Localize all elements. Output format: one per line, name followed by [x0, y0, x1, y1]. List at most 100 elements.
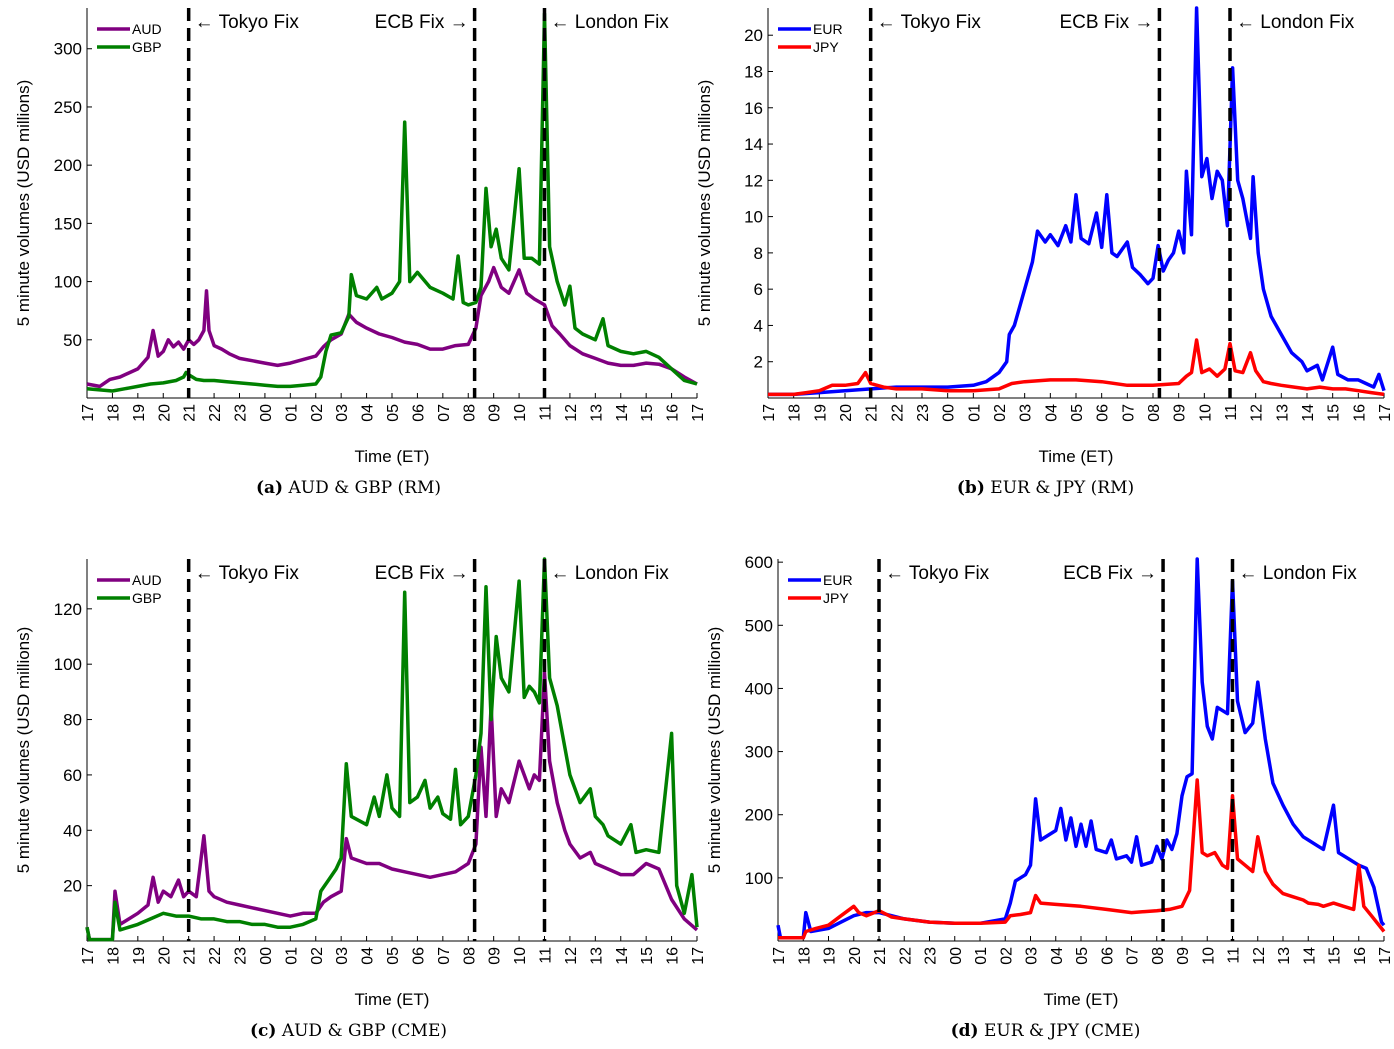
x-tick-label: 22	[207, 404, 224, 422]
x-tick-label: 19	[822, 947, 839, 965]
x-tick-label: 14	[614, 404, 631, 422]
y-tick-label: 12	[744, 171, 763, 190]
x-tick-label: 12	[1251, 947, 1268, 965]
legend-label-jpy: JPY	[823, 590, 849, 606]
fix-label: ← Tokyo Fix	[877, 12, 982, 33]
y-tick-label: 100	[745, 869, 773, 888]
y-tick-label: 50	[63, 331, 82, 350]
x-tick-label: 05	[1074, 947, 1091, 965]
chart-panel-a: 50 100 150 200 250 300 17 18 19 20 21 22 23 00 01 02 03 0…	[0, 0, 707, 520]
x-tick-label: 06	[1095, 404, 1112, 422]
chart-svg-a: 50 100 150 200 250 300 17 18 19 20 21 22 23 00 01 02 03 0…	[14, 8, 707, 466]
y-tick-label: 150	[54, 214, 82, 233]
x-tick-label: 07	[1120, 404, 1137, 422]
x-tick-label: 00	[948, 947, 965, 965]
x-tick-label: 17	[1377, 947, 1394, 965]
x-tick-label: 23	[233, 947, 250, 965]
x-tick-label: 00	[258, 404, 275, 422]
x-tick-label: 11	[538, 947, 555, 964]
y-tick-label: 6	[754, 280, 763, 299]
y-tick-label: 8	[754, 244, 763, 263]
y-tick-label: 80	[63, 711, 82, 730]
x-tick-label: 06	[410, 404, 427, 422]
y-tick-label: 100	[54, 273, 82, 292]
y-tick-label: 14	[744, 135, 763, 154]
x-tick-label: 10	[512, 404, 529, 422]
series-line-eur	[768, 6, 1386, 397]
x-tick-label: 13	[588, 404, 605, 422]
x-tick-label: 15	[639, 947, 656, 965]
chart-svg-d: 100 200 300 400 500 600 17 18 19 20 21 22 23 00 01 02 03…	[705, 553, 1394, 1009]
x-tick-label: 12	[1249, 404, 1266, 422]
x-tick-label: 10	[1200, 947, 1217, 965]
caption-text-a: AUD & GBP (RM)	[288, 478, 442, 498]
legend-label-gbp: GBP	[132, 39, 162, 55]
x-tick-label: 08	[461, 404, 478, 422]
x-tick-label: 16	[1351, 404, 1368, 422]
x-tick-label: 02	[309, 947, 326, 965]
x-tick-label: 17	[761, 404, 778, 422]
x-tick-label: 18	[796, 947, 813, 965]
fix-label: ← London Fix	[551, 563, 670, 584]
y-tick-label: 16	[744, 99, 763, 118]
fix-label: ECB Fix →	[1059, 12, 1153, 33]
fix-label: ← London Fix	[551, 12, 670, 33]
series-line-gbp	[86, 12, 698, 393]
x-tick-label: 17	[690, 404, 707, 422]
x-tick-label: 18	[787, 404, 804, 422]
x-tick-label: 06	[1099, 947, 1116, 965]
fix-label: ECB Fix →	[375, 563, 469, 584]
x-tick-label: 07	[436, 404, 453, 422]
x-tick-label: 09	[487, 404, 504, 422]
x-tick-label: 16	[1352, 947, 1369, 965]
series-line-jpy	[778, 778, 1386, 940]
x-tick-label: 21	[872, 947, 889, 965]
x-tick-label: 15	[1327, 947, 1344, 965]
series-line-gbp	[85, 557, 699, 942]
x-tick-label: 19	[131, 404, 148, 422]
x-tick-label: 10	[1197, 404, 1214, 422]
legend-label-eur: EUR	[813, 21, 843, 37]
x-tick-label: 18	[105, 404, 122, 422]
x-tick-label: 23	[233, 404, 250, 422]
fix-label: ← Tokyo Fix	[195, 563, 300, 584]
x-tick-label: 20	[847, 947, 864, 965]
x-tick-label: 04	[1049, 947, 1066, 965]
fix-label: ← Tokyo Fix	[195, 12, 300, 33]
x-tick-label: 00	[258, 947, 275, 965]
y-tick-label: 60	[63, 766, 82, 785]
x-tick-label: 04	[360, 947, 377, 965]
fix-label: ← London Fix	[1239, 563, 1358, 584]
x-tick-label: 22	[207, 947, 224, 965]
x-tick-label: 10	[512, 947, 529, 965]
fix-label: ← London Fix	[1236, 12, 1355, 33]
x-tick-label: 08	[1146, 404, 1163, 422]
series-line-aud	[85, 670, 699, 942]
x-tick-label: 22	[897, 947, 914, 965]
x-tick-label: 17	[771, 947, 788, 965]
caption-a: (a) AUD & GBP (RM)	[0, 478, 697, 498]
fix-label: ← Tokyo Fix	[885, 563, 990, 584]
x-tick-label: 11	[538, 404, 555, 421]
x-axis-label: Time (ET)	[355, 990, 430, 1009]
legend-label-aud: AUD	[132, 572, 162, 588]
y-tick-label: 300	[54, 40, 82, 59]
x-tick-label: 07	[1125, 947, 1142, 965]
x-tick-label: 02	[992, 404, 1009, 422]
y-tick-label: 4	[754, 316, 763, 335]
x-tick-label: 05	[385, 404, 402, 422]
x-tick-label: 21	[182, 947, 199, 965]
x-tick-label: 15	[639, 404, 656, 422]
x-tick-label: 02	[309, 404, 326, 422]
x-tick-label: 05	[1069, 404, 1086, 422]
caption-text-c: AUD & GBP (CME)	[281, 1021, 448, 1041]
x-tick-label: 17	[1377, 404, 1394, 422]
x-tick-label: 17	[80, 947, 97, 965]
x-tick-label: 22	[889, 404, 906, 422]
y-tick-label: 200	[745, 806, 773, 825]
x-tick-label: 05	[385, 947, 402, 965]
x-tick-label: 23	[915, 404, 932, 422]
legend-label-gbp: GBP	[132, 590, 162, 606]
x-tick-label: 03	[334, 404, 351, 422]
caption-text-b: EUR & JPY (RM)	[990, 478, 1135, 498]
